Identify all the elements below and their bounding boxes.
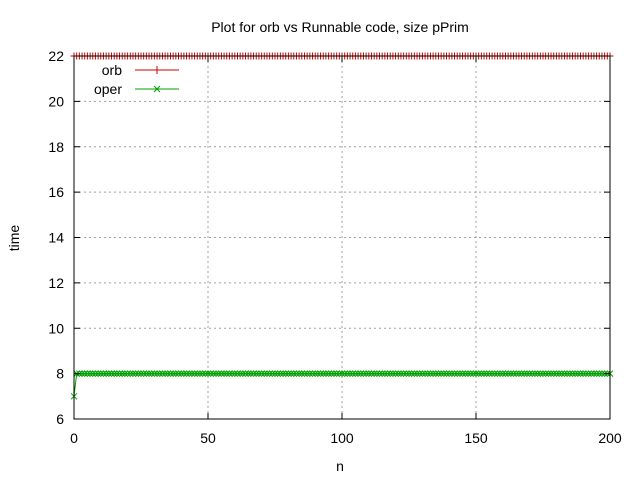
y-tick-label: 18 <box>48 139 64 155</box>
y-tick-label: 8 <box>56 366 64 382</box>
y-tick-label: 12 <box>48 275 64 291</box>
y-axis-label: time <box>6 225 22 252</box>
legend-marker-orb <box>153 66 161 74</box>
x-tick-label: 100 <box>330 430 354 446</box>
y-tick-label: 22 <box>48 48 64 64</box>
legend: orb oper <box>94 62 179 97</box>
chart-title: Plot for orb vs Runnable code, size pPri… <box>211 19 469 35</box>
x-axis-label: n <box>336 458 344 474</box>
y-tick-label: 20 <box>48 93 64 109</box>
series-markers-oper <box>70 370 614 400</box>
y-tick-label: 10 <box>48 320 64 336</box>
legend-marker-oper <box>153 85 161 93</box>
legend-label-orb: orb <box>102 62 122 78</box>
x-tick-label: 150 <box>464 430 488 446</box>
series-oper <box>70 370 614 400</box>
y-tick-label: 16 <box>48 184 64 200</box>
x-tick-label: 50 <box>200 430 216 446</box>
y-tick-label: 6 <box>56 411 64 427</box>
x-tick-label: 200 <box>598 430 622 446</box>
x-tick-label: 0 <box>70 430 78 446</box>
grid <box>74 56 610 419</box>
legend-label-oper: oper <box>94 81 122 97</box>
y-tick-label: 14 <box>48 230 64 246</box>
ticks: 0 50 100 150 200 6 8 10 12 14 16 18 20 22 <box>48 48 621 446</box>
